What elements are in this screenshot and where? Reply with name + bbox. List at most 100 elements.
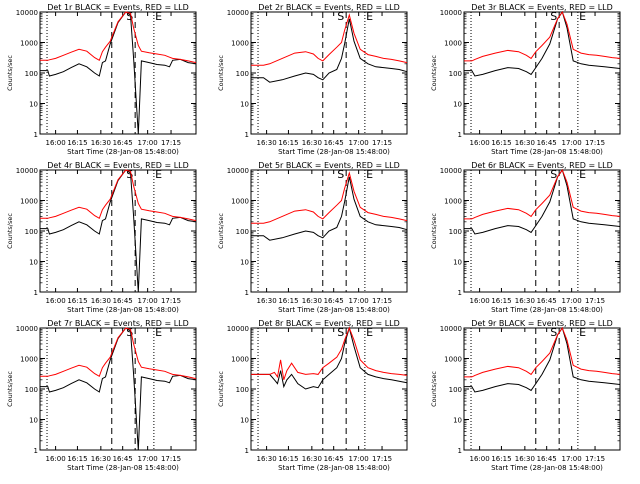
plot-frame bbox=[39, 11, 197, 135]
x-tick-label: 17:15 bbox=[161, 139, 181, 147]
chart-panel-8: Det 8r BLACK = Events, RED = LLD Counts/s… bbox=[217, 319, 408, 472]
x-tick-label: 16:45 bbox=[537, 139, 557, 147]
y-tick-label: 10000 bbox=[440, 325, 462, 333]
y-axis-label: Counts/sec bbox=[430, 371, 438, 407]
end-marker-label: E bbox=[366, 10, 373, 23]
x-axis-label: Start Time (28-Jan-08 15:48:00) bbox=[67, 148, 179, 156]
y-tick-label: 1000 bbox=[231, 40, 249, 48]
plot-frame bbox=[39, 169, 197, 293]
y-axis-label: Counts/sec bbox=[6, 55, 14, 91]
plot-frame bbox=[250, 327, 408, 451]
y-tick-label: 10000 bbox=[440, 167, 462, 175]
x-tick-label: 17:15 bbox=[585, 455, 605, 463]
y-tick-label: 10 bbox=[240, 259, 249, 267]
series-line-events bbox=[40, 327, 197, 451]
series-line-events bbox=[251, 176, 408, 241]
x-tick-label: 16:00 bbox=[46, 139, 66, 147]
start-marker-label: S bbox=[550, 326, 557, 339]
y-tick-label: 1000 bbox=[20, 198, 38, 206]
chart-panel-5: Det 5r BLACK = Events, RED = LLD Counts/s… bbox=[217, 161, 408, 314]
end-marker-label: E bbox=[155, 168, 162, 181]
series-line-events bbox=[464, 326, 621, 393]
x-tick-label: 16:45 bbox=[324, 455, 344, 463]
series-line-lld bbox=[40, 327, 197, 380]
x-tick-label: 16:00 bbox=[470, 297, 490, 305]
start-marker-label: S bbox=[337, 326, 344, 339]
y-tick-label: 10000 bbox=[227, 325, 249, 333]
y-tick-label: 1000 bbox=[444, 40, 462, 48]
x-tick-label: 16:00 bbox=[46, 297, 66, 305]
chart-title: Det 6r BLACK = Events, RED = LLD bbox=[471, 161, 613, 170]
x-tick-label: 16:45 bbox=[324, 139, 344, 147]
x-tick-label: 17:00 bbox=[349, 455, 369, 463]
x-tick-label: 16:30 bbox=[302, 455, 322, 463]
series-line-lld bbox=[40, 11, 197, 64]
x-tick-label: 16:30 bbox=[257, 139, 277, 147]
chart-panel-7: Det 7r BLACK = Events, RED = LLD Counts/s… bbox=[6, 319, 197, 472]
start-marker-label: S bbox=[126, 10, 133, 23]
series-line-lld bbox=[464, 168, 621, 220]
chart-title: Det 1r BLACK = Events, RED = LLD bbox=[47, 3, 189, 12]
y-tick-label: 1 bbox=[458, 131, 462, 139]
x-tick-label: 16:30 bbox=[91, 455, 111, 463]
x-tick-label: 16:45 bbox=[537, 297, 557, 305]
chart-panel-2: Det 2r BLACK = Events, RED = LLD Counts/s… bbox=[217, 3, 408, 156]
x-tick-label: 16:00 bbox=[46, 455, 66, 463]
x-tick-label: 16:30 bbox=[302, 139, 322, 147]
chart-panel-4: Det 4r BLACK = Events, RED = LLD Counts/s… bbox=[6, 161, 197, 314]
y-tick-label: 10000 bbox=[16, 167, 38, 175]
x-axis-label: Start Time (28-Jan-08 15:48:00) bbox=[491, 464, 603, 472]
x-tick-label: 16:45 bbox=[113, 297, 133, 305]
x-tick-label: 16:30 bbox=[302, 297, 322, 305]
y-tick-label: 100 bbox=[236, 228, 249, 236]
x-tick-label: 16:15 bbox=[67, 297, 87, 305]
series-line-events bbox=[251, 18, 408, 83]
x-tick-label: 16:00 bbox=[470, 139, 490, 147]
y-tick-label: 1 bbox=[245, 447, 249, 455]
x-tick-label: 17:00 bbox=[349, 139, 369, 147]
x-tick-label: 17:15 bbox=[585, 139, 605, 147]
start-marker-label: S bbox=[126, 326, 133, 339]
plot-frame bbox=[39, 327, 197, 451]
x-axis-label: Start Time (28-Jan-08 15:48:00) bbox=[67, 464, 179, 472]
y-tick-label: 1000 bbox=[231, 356, 249, 364]
x-axis-label: Start Time (28-Jan-08 15:48:00) bbox=[491, 148, 603, 156]
end-marker-label: E bbox=[579, 326, 586, 339]
chart-title: Det 3r BLACK = Events, RED = LLD bbox=[471, 3, 613, 12]
x-axis-label: Start Time (28-Jan-08 15:48:00) bbox=[278, 148, 390, 156]
y-tick-label: 10 bbox=[453, 101, 462, 109]
y-axis-label: Counts/sec bbox=[430, 213, 438, 249]
y-tick-label: 10 bbox=[240, 101, 249, 109]
y-tick-label: 10000 bbox=[227, 9, 249, 17]
x-tick-label: 17:15 bbox=[372, 455, 392, 463]
start-marker-label: S bbox=[337, 168, 344, 181]
y-tick-label: 1 bbox=[245, 289, 249, 297]
series-line-lld bbox=[251, 171, 408, 224]
end-marker-label: E bbox=[155, 10, 162, 23]
start-marker-label: S bbox=[337, 10, 344, 23]
x-tick-label: 16:15 bbox=[278, 297, 298, 305]
x-tick-label: 17:00 bbox=[138, 139, 158, 147]
series-line-events bbox=[40, 169, 197, 293]
x-tick-label: 16:30 bbox=[257, 297, 277, 305]
x-tick-label: 16:30 bbox=[515, 455, 535, 463]
y-tick-label: 1 bbox=[245, 131, 249, 139]
x-axis-label: Start Time (28-Jan-08 15:48:00) bbox=[491, 306, 603, 314]
x-tick-label: 17:00 bbox=[349, 297, 369, 305]
start-marker-label: S bbox=[126, 168, 133, 181]
chart-title: Det 5r BLACK = Events, RED = LLD bbox=[258, 161, 400, 170]
chart-panel-9: Det 9r BLACK = Events, RED = LLD Counts/s… bbox=[430, 319, 621, 472]
y-tick-label: 100 bbox=[25, 386, 38, 394]
x-tick-label: 17:00 bbox=[562, 455, 582, 463]
x-tick-label: 16:45 bbox=[324, 297, 344, 305]
y-tick-label: 100 bbox=[449, 70, 462, 78]
y-tick-label: 10 bbox=[29, 101, 38, 109]
y-tick-label: 1 bbox=[458, 289, 462, 297]
y-tick-label: 1 bbox=[34, 447, 38, 455]
y-tick-label: 100 bbox=[236, 386, 249, 394]
start-marker-label: S bbox=[550, 168, 557, 181]
y-tick-label: 10 bbox=[29, 417, 38, 425]
chart-title: Det 8r BLACK = Events, RED = LLD bbox=[258, 319, 400, 328]
x-axis-label: Start Time (28-Jan-08 15:48:00) bbox=[278, 306, 390, 314]
